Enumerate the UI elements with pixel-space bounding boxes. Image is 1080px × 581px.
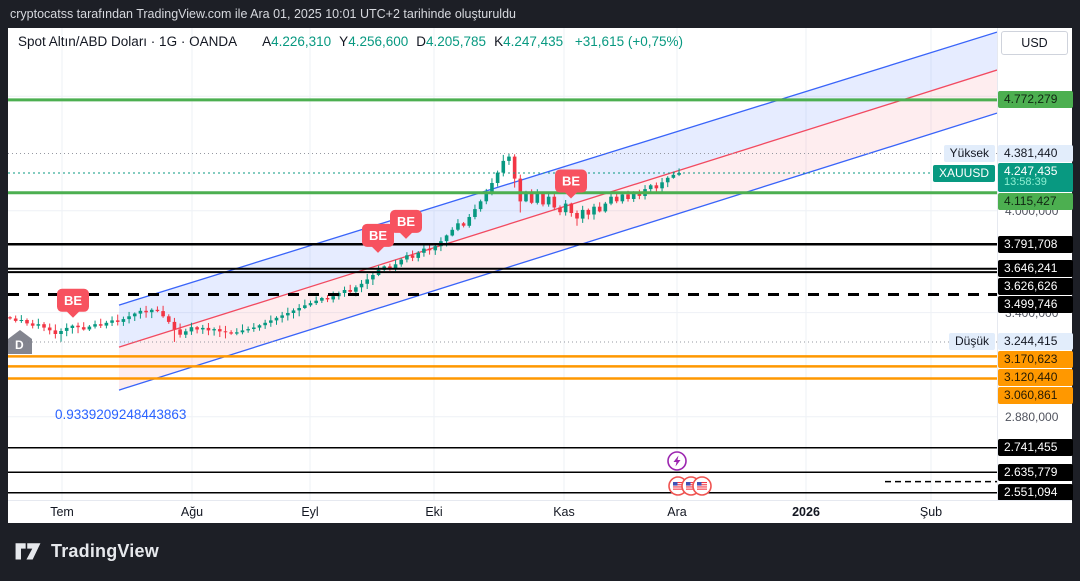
price-badge: 3.170,623	[998, 351, 1073, 368]
time-axis-label: Şub	[919, 505, 943, 519]
gridlines	[8, 28, 997, 500]
economic-event-lightning-icon[interactable]	[667, 451, 687, 471]
price-badge: 3.646,241	[998, 260, 1073, 277]
price-axis-tick: 2.880,000	[1005, 410, 1059, 424]
symbol-chip: XAUUSD	[932, 165, 995, 182]
price-badge: 2.635,779	[998, 464, 1073, 481]
currency-toggle-button[interactable]: USD	[1001, 31, 1068, 55]
guide-lines	[8, 153, 997, 343]
price-badge: 4.247,435 13:58:39	[998, 163, 1073, 192]
ohlc-value: 4.247,435	[503, 34, 564, 49]
change-value: +31,615 (+0,75%)	[574, 34, 683, 49]
svg-text:D: D	[15, 338, 24, 352]
svg-text:BE: BE	[397, 214, 415, 229]
time-axis-label: Tem	[50, 505, 74, 519]
ohlc-value: 4.226,310	[271, 34, 332, 49]
ohlc-value: 4.205,785	[426, 34, 487, 49]
guide-label-chip: Düşük	[948, 333, 995, 350]
svg-text:BE: BE	[64, 293, 82, 308]
ohlc-key: A	[262, 34, 272, 49]
tradingview-logo-icon	[15, 543, 41, 560]
price-badge: 3.626,626	[998, 278, 1073, 295]
price-badge: 3.120,440	[998, 369, 1073, 386]
svg-text:BE: BE	[369, 228, 387, 243]
symbol-title[interactable]: Spot Altın/ABD Doları · 1G · OANDA	[18, 34, 237, 49]
price-badge: 4.381,440	[998, 145, 1073, 162]
chart-pane[interactable]: D BE BE BE BE	[8, 28, 997, 500]
us-economic-events-flag-icons[interactable]	[668, 476, 712, 496]
price-badge: 2.551,094	[998, 484, 1073, 501]
tradingview-logo[interactable]: TradingView	[14, 539, 159, 563]
price-level-lines[interactable]	[8, 98, 997, 494]
attribution-bar: cryptocatss tarafından TradingView.com i…	[0, 0, 1080, 28]
time-axis-label: 2026	[792, 505, 820, 519]
dividend-marker[interactable]: D	[8, 330, 32, 355]
pearson-r-label: 0.9339209248443863	[55, 407, 187, 422]
ohlc-key: D	[416, 34, 426, 49]
footer-bar: TradingView	[0, 523, 1080, 581]
guide-label-chip: Yüksek	[943, 145, 995, 162]
price-badge: 3.060,861	[998, 387, 1073, 404]
ohlc-key: Y	[339, 34, 349, 49]
be-marker[interactable]: BE	[362, 223, 394, 253]
price-badge: 3.791,708	[998, 236, 1073, 253]
time-axis-label: Kas	[553, 505, 575, 519]
ohlc-key: K	[494, 34, 504, 49]
ohlc-values: A4.226,310 Y4.256,600 D4.205,785 K4.247,435	[254, 34, 563, 49]
price-badge: 3.244,415	[998, 333, 1073, 350]
price-badge: 2.741,455	[998, 439, 1073, 456]
price-badge: 4.772,279	[998, 91, 1073, 108]
time-axis-label: Ara	[667, 505, 687, 519]
attribution-text: cryptocatss tarafından TradingView.com i…	[10, 7, 516, 21]
ohlc-value: 4.256,600	[348, 34, 409, 49]
time-axis[interactable]: Tem Ağu Eyl Eki Kas Ara 2026 Şub	[8, 500, 1072, 523]
candles	[8, 153, 681, 342]
time-axis-label: Eki	[425, 505, 443, 519]
countdown-timer: 13:58:39	[1004, 176, 1047, 188]
time-axis-label: Ağu	[180, 505, 204, 519]
be-marker[interactable]: BE	[57, 288, 89, 318]
price-badge: 3.499,746	[998, 296, 1073, 313]
candlestick-chart[interactable]: D BE BE BE BE	[8, 28, 997, 500]
price-badge: 4.115,427	[998, 193, 1073, 210]
time-axis-label: Eyl	[301, 505, 319, 519]
tradingview-logo-text: TradingView	[51, 540, 159, 561]
be-marker[interactable]: BE	[390, 209, 422, 239]
be-marker[interactable]: BE	[555, 169, 587, 199]
price-scale[interactable]: USD 4.000,000 3.400,000 2.880,000 4.772,279…	[997, 28, 1073, 501]
symbol-header: Spot Altın/ABD Doları · 1G · OANDA A4.22…	[18, 34, 683, 52]
svg-text:BE: BE	[562, 174, 580, 189]
